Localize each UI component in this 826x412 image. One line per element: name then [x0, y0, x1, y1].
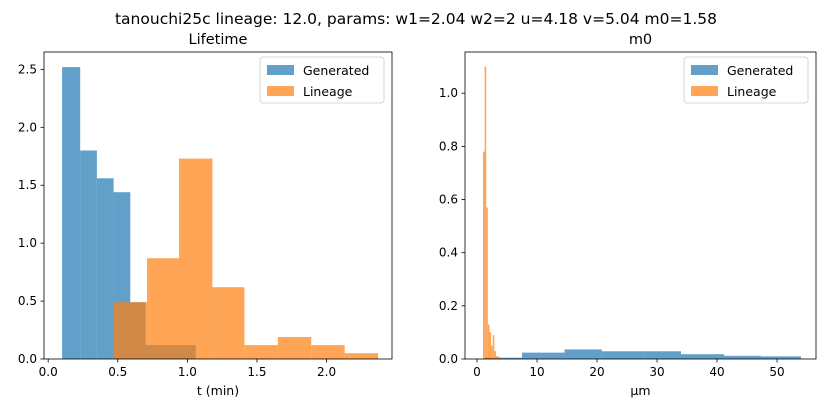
y-tick-label: 1.5: [18, 178, 37, 192]
histogram-bar: [113, 302, 148, 359]
legend-swatch-lineage: [691, 86, 718, 96]
x-tick-label: 40: [709, 365, 724, 379]
histogram-bar: [484, 357, 522, 359]
histogram-bar: [483, 151, 485, 359]
y-tick-label: 0.5: [18, 294, 37, 308]
x-tick-label: 20: [589, 365, 604, 379]
histogram-bar: [80, 150, 97, 359]
histogram-bar: [244, 345, 278, 359]
series-generated: [484, 349, 801, 359]
histogram-bar: [491, 345, 493, 359]
histogram-bar: [277, 336, 312, 359]
axes-frame: [464, 51, 817, 360]
histogram-bar: [643, 351, 681, 359]
histogram-bar: [487, 324, 490, 359]
legend-swatch-generated: [267, 65, 294, 75]
histogram-bar: [62, 67, 81, 359]
histogram-bar: [564, 349, 602, 359]
chart-title: m0: [629, 32, 652, 48]
histogram-bar: [344, 353, 379, 359]
histogram-bar: [497, 356, 500, 359]
histogram-bar: [522, 352, 565, 359]
x-axis-label: t (min): [197, 383, 239, 398]
histogram-bar: [484, 66, 487, 360]
y-tick-label: 0.4: [439, 246, 458, 260]
histogram-bar: [489, 332, 492, 359]
x-tick-label: 0.5: [108, 365, 127, 379]
x-tick-label: 0: [473, 365, 481, 379]
histogram-bar: [681, 354, 725, 359]
histogram-bar: [601, 351, 644, 359]
histogram-bar: [724, 355, 761, 359]
y-tick-label: 1.0: [439, 86, 458, 100]
chart-title: Lifetime: [189, 32, 248, 48]
legend-label-generated: Generated: [727, 63, 793, 78]
y-tick-label: 0.2: [439, 299, 458, 313]
histogram-bar: [96, 178, 114, 359]
legend-swatch-generated: [691, 65, 718, 75]
histogram-bar: [494, 351, 496, 359]
y-tick-label: 0.0: [18, 352, 37, 366]
y-tick-label: 0.8: [439, 139, 458, 153]
y-tick-label: 2.5: [18, 62, 37, 76]
x-axis-label: μm: [630, 383, 650, 398]
histogram-bar: [311, 345, 345, 359]
y-tick-label: 1.0: [18, 236, 37, 250]
figure-suptitle: tanouchi25c lineage: 12.0, params: w1=2.…: [115, 10, 717, 28]
x-tick-label: 2.0: [317, 365, 336, 379]
y-tick-label: 0.0: [439, 352, 458, 366]
histogram-bar: [492, 335, 495, 359]
y-tick-label: 2.0: [18, 120, 37, 134]
chart-panel-1: 0.0 0.5 1.0 1.5 2.0 0.0 0.5 1.0 1.5 2.0 2.5 Lifetim…: [18, 32, 393, 398]
x-tick-label: 1.0: [178, 365, 197, 379]
series-lineage: [113, 158, 379, 359]
x-tick-label: 1.5: [247, 365, 266, 379]
legend: Generated Lineage: [259, 56, 385, 104]
histogram-bar: [760, 356, 801, 359]
histogram-bar: [212, 287, 245, 359]
histogram-bar: [486, 207, 488, 359]
x-tick-label: 30: [649, 365, 664, 379]
y-tick-label: 0.6: [439, 193, 458, 207]
x-tick-label: 10: [529, 365, 544, 379]
legend-label-lineage: Lineage: [727, 84, 777, 99]
histogram-bar: [147, 258, 180, 359]
x-tick-label: 0.0: [39, 365, 58, 379]
legend-label-generated: Generated: [303, 63, 369, 78]
legend-swatch-lineage: [267, 86, 294, 96]
axes-frame: [43, 51, 393, 360]
legend: Generated Lineage: [683, 56, 809, 104]
series-lineage: [483, 66, 500, 360]
chart-panel-2: 0 10 20 30 40 50 0.0 0.2 0.4 0.6 0.8 1.0 m0 μm Generat…: [439, 32, 817, 398]
legend-label-lineage: Lineage: [303, 84, 353, 99]
histogram-bar: [179, 158, 213, 359]
x-tick-label: 50: [769, 365, 784, 379]
histogram-bar: [495, 356, 498, 359]
